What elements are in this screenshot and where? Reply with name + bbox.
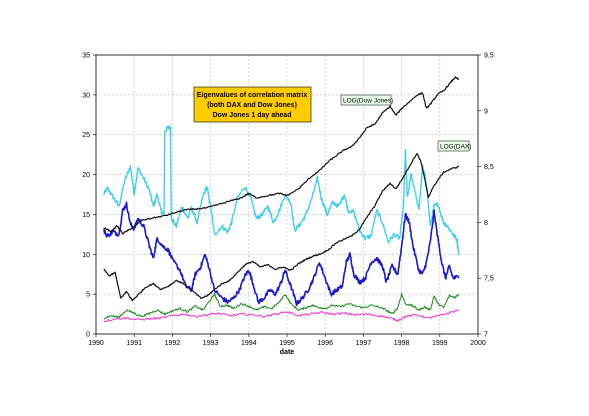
x-tick-label: 1991 (126, 340, 142, 347)
y-tick-label: 25 (82, 132, 90, 139)
y-tick-label: 30 (82, 92, 90, 99)
series-1-line (103, 125, 460, 256)
x-tick-label: 1996 (317, 340, 333, 347)
y-tick-label: 10 (82, 252, 90, 259)
chart-title-background (193, 86, 312, 123)
x-tick-label: 1997 (356, 340, 372, 347)
chart-title-box: Eigenvalues of correlation matrix (both … (193, 86, 312, 123)
series-log-dow-jones-line (103, 76, 460, 235)
annotation-log-dax-box (437, 140, 470, 152)
y2-tick-label: 7,5 (484, 276, 494, 283)
annotation-log-dax-label: LOG(DAX) (440, 144, 471, 151)
x-axis-title: date (280, 349, 295, 356)
series-2-line (103, 201, 460, 307)
annotation-log-dow-jones: LOG(Dow Jones) (340, 94, 393, 106)
x-tick-label: 1994 (241, 340, 257, 347)
x-tick-label: 1995 (279, 340, 295, 347)
x-tick-label: 1993 (203, 340, 219, 347)
y2-tick-label: 8,5 (484, 164, 494, 171)
annotation-log-dax: LOG(DAX) (437, 140, 471, 152)
y2-tick-label: 9 (484, 108, 488, 115)
series-4-line (103, 309, 460, 323)
series-3-line (103, 292, 460, 320)
chart-title-line-1: Eigenvalues of correlation matrix (197, 92, 308, 99)
y-tick-label: 20 (82, 172, 90, 179)
x-tick-label: 1992 (165, 340, 181, 347)
x-tick-label: 1990 (88, 340, 104, 347)
y2-tick-label: 7 (484, 332, 488, 339)
y-tick-label: 15 (82, 212, 90, 219)
x-tick-label: 1999 (432, 340, 448, 347)
chart-title-line-2: (both DAX and Dow Jones) (207, 102, 297, 109)
series-layer (103, 76, 460, 323)
y-tick-labels: 0 5 10 15 20 25 30 35 (82, 53, 96, 339)
y-tick-label: 5 (86, 292, 90, 299)
y-tick-label: 0 (86, 332, 90, 339)
annotation-log-dow-jones-label: LOG(Dow Jones) (343, 98, 393, 105)
y2-tick-label: 9,5 (484, 53, 494, 60)
y2-tick-label: 8 (484, 220, 488, 227)
x-tick-labels: 1990 1991 1992 1993 1994 1995 1996 1997 1998 1999… (88, 334, 486, 347)
y2-tick-labels: 7 7,5 8 8,5 9 9,5 (478, 53, 494, 339)
annotation-log-dow-jones-box (340, 94, 392, 106)
chart-title-line-3: Dow Jones 1 day ahead (213, 112, 292, 119)
x-tick-label: 1998 (394, 340, 410, 347)
series-log-dax-line (103, 152, 460, 302)
grid-layer (96, 55, 478, 334)
y-tick-label: 35 (82, 53, 90, 60)
x-tick-label: 2000 (470, 340, 486, 347)
